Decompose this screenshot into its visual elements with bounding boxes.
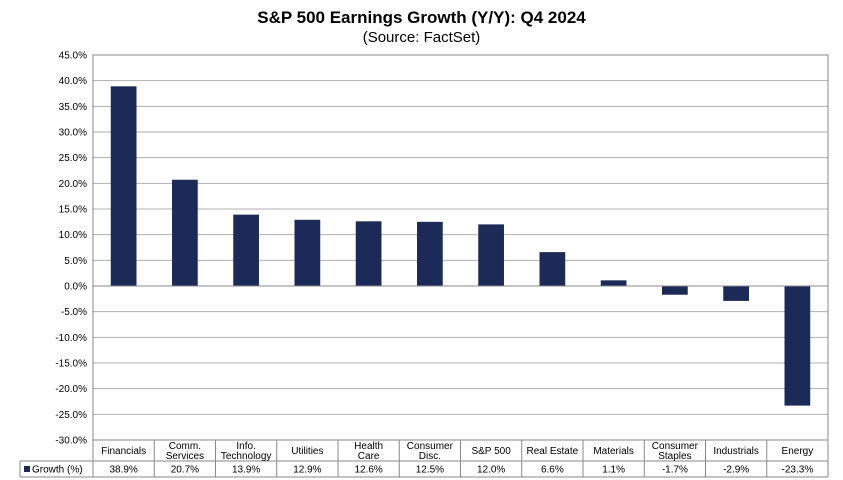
bar — [233, 214, 259, 286]
bar — [110, 86, 137, 287]
bar — [600, 280, 627, 286]
bar — [172, 179, 198, 286]
y-tick-label: -5.0% — [61, 307, 87, 318]
data-value-label: 38.9% — [109, 465, 137, 476]
category-label: S&P 500 — [471, 446, 511, 457]
category-label: Consumer Staples — [652, 441, 699, 462]
data-value-label: 13.9% — [232, 465, 260, 476]
data-value-label: 12.6% — [354, 465, 382, 476]
bar — [539, 252, 566, 286]
bar — [662, 286, 688, 295]
category-label: Utilities — [291, 446, 323, 457]
y-tick-label: 45.0% — [59, 51, 87, 62]
data-value-label: 12.0% — [477, 465, 505, 476]
y-tick-label: -15.0% — [55, 359, 87, 370]
y-tick-label: 35.0% — [59, 102, 87, 113]
category-label: Industrials — [713, 446, 759, 457]
data-value-label: 1.1% — [602, 465, 625, 476]
plot-area — [92, 54, 829, 441]
data-value-label: 6.6% — [541, 465, 564, 476]
bar — [294, 219, 321, 286]
category-label: Financials — [101, 446, 146, 457]
data-value-label: -2.9% — [723, 465, 749, 476]
bar — [784, 286, 811, 406]
category-label: Energy — [782, 446, 814, 457]
y-tick-label: -10.0% — [55, 333, 87, 344]
bar — [417, 221, 443, 286]
y-tick-label: 30.0% — [59, 128, 87, 139]
chart-subtitle: (Source: FactSet) — [362, 29, 481, 46]
chart-title: S&P 500 Earnings Growth (Y/Y): Q4 2024 — [257, 8, 586, 27]
category-label: Comm. Services — [166, 441, 204, 462]
category-label: Materials — [593, 446, 634, 457]
data-value-label: 12.5% — [416, 465, 444, 476]
y-tick-label: -30.0% — [55, 436, 87, 447]
category-label: Real Estate — [527, 446, 579, 457]
y-tick-label: 10.0% — [59, 230, 87, 241]
y-tick-label: 15.0% — [59, 205, 87, 216]
y-tick-label: 20.0% — [59, 179, 87, 190]
y-tick-label: 40.0% — [59, 76, 87, 87]
bar — [723, 286, 749, 301]
y-tick-label: -20.0% — [55, 384, 87, 395]
bar — [355, 221, 382, 286]
legend-label: Growth (%) — [32, 465, 83, 476]
y-tick-label: 5.0% — [64, 256, 87, 267]
category-label: Consumer Disc. — [407, 441, 454, 462]
data-value-label: -23.3% — [782, 465, 814, 476]
bar — [478, 224, 504, 286]
y-tick-label: -25.0% — [55, 410, 87, 421]
data-value-label: 20.7% — [171, 465, 199, 476]
y-tick-label: 25.0% — [59, 153, 87, 164]
y-tick-label: 0.0% — [64, 282, 87, 293]
data-value-label: 12.9% — [293, 465, 321, 476]
data-value-label: -1.7% — [662, 465, 688, 476]
category-label: Info. Technology — [221, 441, 272, 462]
legend-key — [24, 466, 30, 472]
category-label: Health Care — [354, 441, 383, 462]
